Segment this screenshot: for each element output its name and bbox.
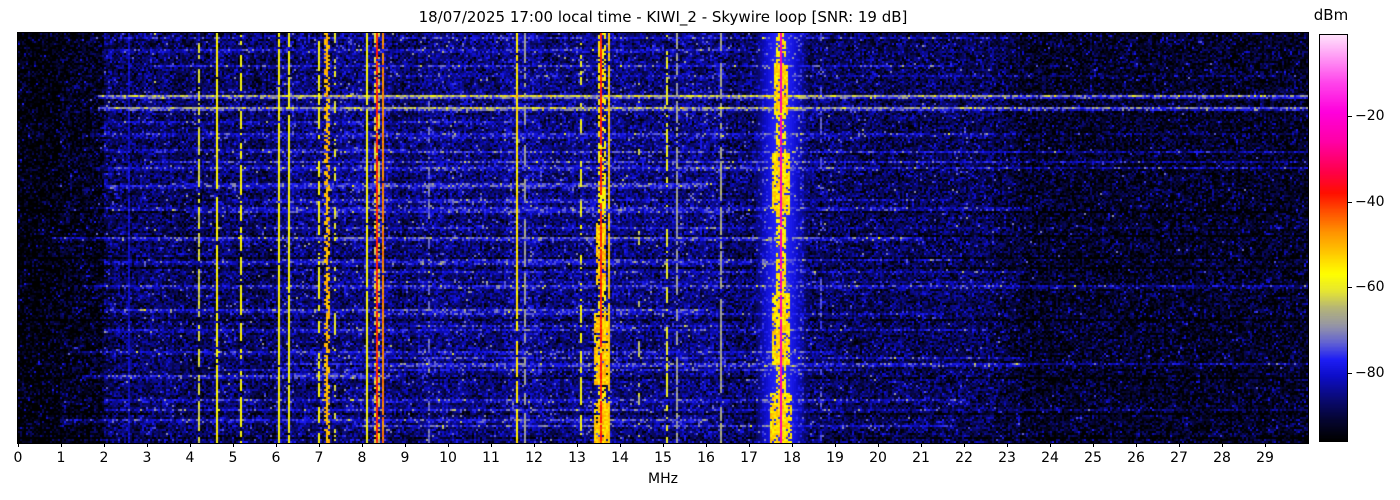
x-axis-tick [146,443,148,447]
x-axis-tick [404,443,406,447]
waterfall-plot [17,32,1309,444]
colorbar-tick-label: −40 [1355,194,1385,210]
x-axis-tick-label: 17 [740,450,758,466]
x-axis-tick [877,443,879,447]
x-axis-tick [834,443,836,447]
x-axis-tick-label: 20 [869,450,887,466]
x-axis-tick [1092,443,1094,447]
x-axis-tick [920,443,922,447]
x-axis-tick [963,443,965,447]
x-axis-tick [17,443,19,447]
colorbar [1319,34,1348,442]
x-axis-tick-label: 13 [568,450,586,466]
x-axis-tick-label: 6 [271,450,281,466]
x-axis-tick-label: 26 [1127,450,1145,466]
x-axis-tick-label: 11 [482,450,500,466]
x-axis-tick [447,443,449,447]
x-axis-tick-label: 3 [142,450,152,466]
x-axis-tick-label: 1 [56,450,66,466]
x-axis-tick [1006,443,1008,447]
x-axis-tick-label: 24 [1041,450,1059,466]
x-axis-tick-label: 14 [611,450,629,466]
x-axis-tick-label: 5 [228,450,238,466]
colorbar-tick [1347,202,1352,203]
x-axis-tick-label: 10 [439,450,457,466]
colorbar-title: dBm [1313,6,1349,24]
x-axis-tick-label: 7 [314,450,324,466]
x-axis-tick [748,443,750,447]
x-axis-tick [662,443,664,447]
x-axis-tick-label: 29 [1256,450,1274,466]
x-axis-tick [232,443,234,447]
x-axis-tick-label: 12 [525,450,543,466]
colorbar-tick-label: −60 [1355,279,1385,295]
x-axis-tick [1221,443,1223,447]
x-axis-tick [576,443,578,447]
x-axis-tick [705,443,707,447]
x-axis-tick [1178,443,1180,447]
x-axis-tick [318,443,320,447]
x-axis-tick [1135,443,1137,447]
x-axis-tick [533,443,535,447]
x-axis-tick [189,443,191,447]
colorbar-tick-label: −80 [1355,365,1385,381]
x-axis-tick-label: 19 [826,450,844,466]
x-axis-tick [275,443,277,447]
x-axis-tick [60,443,62,447]
x-axis-tick-label: 22 [955,450,973,466]
x-axis-tick-label: 4 [185,450,195,466]
x-axis-tick-label: 18 [783,450,801,466]
x-axis-tick [1049,443,1051,447]
x-axis-tick [490,443,492,447]
colorbar-canvas [1320,35,1347,441]
x-axis-tick-label: 21 [912,450,930,466]
x-axis-tick [791,443,793,447]
colorbar-tick [1347,287,1352,288]
colorbar-tick [1347,116,1352,117]
x-axis-tick [103,443,105,447]
x-axis-tick [619,443,621,447]
x-axis-tick-label: 28 [1213,450,1231,466]
x-axis-tick-label: 27 [1170,450,1188,466]
x-axis-tick-label: 0 [13,450,23,466]
x-axis-tick-label: 23 [998,450,1016,466]
page-title: 18/07/2025 17:00 local time - KIWI_2 - S… [418,8,908,26]
x-axis-tick-label: 25 [1084,450,1102,466]
x-axis-tick-label: 2 [99,450,109,466]
waterfall-canvas [18,33,1308,443]
x-axis-tick-label: 15 [654,450,672,466]
x-axis-title: MHz [648,471,678,487]
colorbar-tick [1347,373,1352,374]
x-axis-tick-label: 16 [697,450,715,466]
x-axis-tick [1264,443,1266,447]
colorbar-tick-label: −20 [1355,108,1385,124]
x-axis-tick-label: 9 [400,450,410,466]
x-axis-tick-label: 8 [357,450,367,466]
x-axis-tick [361,443,363,447]
